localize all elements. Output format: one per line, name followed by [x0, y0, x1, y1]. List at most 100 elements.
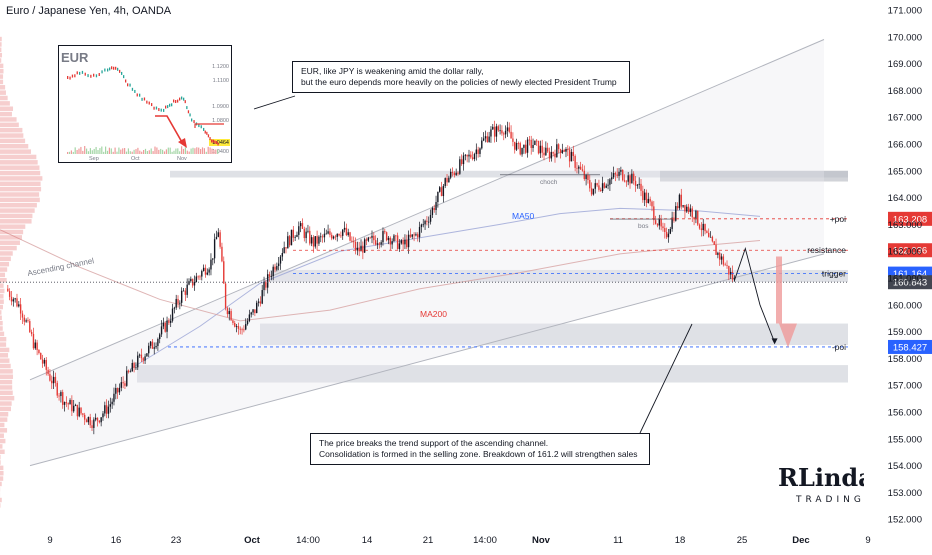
candle	[344, 221, 345, 232]
candle	[459, 156, 460, 175]
inset-volume-bar	[90, 148, 91, 154]
volume-profile-bar	[0, 214, 32, 219]
candle-body	[362, 246, 363, 253]
candle-body	[216, 237, 217, 239]
inset-candle	[107, 69, 108, 72]
candle-body	[27, 320, 28, 321]
volume-profile-bar	[0, 471, 4, 476]
y-axis-tick-label: 164.000	[888, 193, 922, 204]
inset-volume-bar	[92, 150, 93, 154]
candle	[282, 248, 283, 261]
candle-body	[218, 232, 219, 237]
candle-body	[64, 402, 65, 405]
inset-volume-bar	[71, 150, 72, 154]
candle	[499, 124, 500, 134]
inset-candle	[185, 100, 186, 103]
volume-profile-bar	[0, 257, 11, 262]
inset-candle	[171, 103, 172, 106]
inset-volume-bar	[118, 148, 119, 154]
candle-body	[111, 402, 112, 404]
candle	[527, 137, 528, 157]
candle	[337, 233, 338, 241]
candle-body	[483, 138, 484, 140]
candle-body	[644, 193, 645, 200]
candle-body	[514, 142, 515, 150]
inset-candle	[79, 72, 80, 75]
candle-body	[238, 326, 239, 329]
candle-body	[412, 234, 413, 236]
candle-body	[298, 226, 299, 235]
candle-body	[547, 148, 548, 152]
candle	[476, 143, 477, 160]
x-axis-tick-label: 14	[362, 535, 373, 546]
candle	[443, 184, 444, 202]
volume-profile-bar	[0, 267, 7, 272]
candle	[474, 153, 475, 162]
inset-candle	[137, 93, 138, 96]
inset-y-tick: 1.0800	[212, 118, 229, 124]
candle	[165, 322, 166, 333]
candle-body	[152, 342, 153, 349]
inset-candle	[177, 100, 178, 103]
price-level-label: trigger	[822, 269, 846, 279]
candle-body	[443, 186, 444, 196]
inset-candle	[82, 71, 83, 74]
inset-volume-bar	[82, 151, 83, 154]
candle-body	[150, 342, 151, 346]
candle-body	[132, 363, 133, 371]
candle-body	[340, 235, 341, 236]
candle-body	[624, 180, 625, 181]
volume-profile-bar	[0, 358, 9, 363]
candle-body	[468, 155, 469, 157]
candle	[324, 228, 325, 242]
candle	[541, 140, 542, 158]
y-axis-tick-label: 157.000	[888, 381, 922, 392]
inset-candle	[161, 109, 162, 112]
candle-body	[186, 285, 187, 295]
candle	[348, 229, 349, 237]
candle-body	[681, 195, 682, 207]
volume-profile-bar	[0, 246, 17, 251]
volume-profile-bar	[0, 64, 3, 69]
inset-x-tick: Nov	[177, 156, 187, 162]
candle-body	[326, 234, 327, 235]
candle-body	[432, 208, 433, 215]
inset-volume-bar	[164, 151, 165, 154]
candle-body	[24, 318, 25, 322]
inset-volume-bar	[147, 151, 148, 154]
candle-body	[38, 350, 39, 353]
inset-volume-bar	[175, 149, 176, 154]
candle-body	[265, 282, 266, 288]
inset-volume-bar	[132, 152, 133, 154]
candle-body	[664, 228, 665, 232]
inset-candle	[119, 70, 120, 73]
candle	[294, 235, 295, 241]
candle-body	[646, 193, 647, 203]
bottom-callout-line1: The price breaks the trend support of th…	[319, 438, 641, 449]
inset-volume-bar	[99, 148, 100, 154]
candle-body	[16, 298, 17, 306]
candle-body	[148, 346, 149, 354]
candle-body	[706, 231, 707, 233]
candle-body	[477, 150, 478, 154]
y-axis-tick-label: 159.000	[888, 327, 922, 338]
ascending-channel-label: Ascending channel	[27, 256, 95, 278]
candle-body	[633, 174, 634, 181]
inset-volume-bar	[107, 151, 108, 154]
volume-profile-bar	[0, 128, 22, 133]
candle-body	[609, 179, 610, 184]
candle	[305, 228, 306, 243]
inset-volume-bar	[210, 147, 211, 154]
y-axis-tick-label: 170.000	[888, 32, 922, 43]
y-axis-tick-label: 161.000	[888, 274, 922, 285]
candle	[340, 231, 341, 238]
candle-body	[296, 235, 297, 237]
candle	[283, 242, 284, 254]
candle	[38, 349, 39, 354]
candle-body	[199, 276, 200, 277]
volume-profile-bar	[0, 433, 4, 438]
candle	[514, 142, 515, 154]
inset-candle	[93, 74, 94, 77]
inset-candle	[67, 76, 68, 79]
candle	[531, 136, 532, 155]
